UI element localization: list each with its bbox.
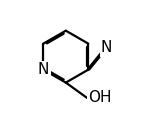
Text: N: N: [38, 62, 49, 77]
Text: N: N: [101, 40, 112, 55]
Text: OH: OH: [88, 90, 112, 105]
